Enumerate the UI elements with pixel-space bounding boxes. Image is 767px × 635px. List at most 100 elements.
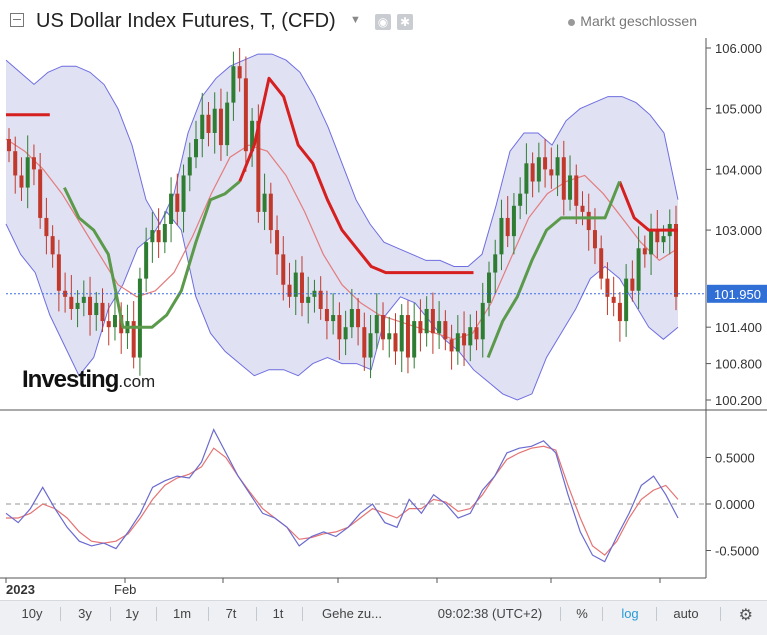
candle-body [530, 163, 535, 182]
price-tick-label: 100.800 [715, 357, 762, 372]
candle-body [455, 333, 460, 352]
price-tick-label: 104.000 [715, 162, 762, 177]
range-10y-button[interactable]: 10y [21, 606, 43, 621]
candle-body [486, 272, 491, 303]
bollinger-upper-line [5, 53, 679, 267]
candle-body [462, 333, 467, 346]
chevron-down-icon[interactable]: ▼ [350, 14, 361, 26]
candle-body [299, 272, 304, 303]
candle-body [88, 296, 93, 316]
oscillator-tick-label: 0.0000 [715, 497, 755, 512]
chart-area[interactable]: 101.950 106.000 105.000 104.000 103.000 101.4… [0, 0, 767, 600]
candle-body [674, 224, 678, 297]
range-1y-button[interactable]: 1y [125, 606, 139, 621]
candle-body [81, 296, 86, 303]
candle-body [468, 327, 473, 346]
gear-icon[interactable]: ✱ [397, 14, 413, 30]
candle-body [287, 284, 292, 297]
candle-body [374, 315, 379, 334]
candle-body [592, 230, 597, 249]
candle-body [218, 108, 223, 146]
candle-body [599, 248, 604, 279]
candle-body [505, 217, 510, 237]
auto-toggle[interactable]: auto [673, 606, 699, 621]
candle-body [381, 315, 386, 340]
candle-body [580, 205, 585, 212]
candle-body [356, 308, 361, 328]
clock-readout: 09:02:38 (UTC+2) [437, 606, 543, 621]
candle-body [437, 321, 442, 334]
candle-body [605, 278, 610, 297]
candle-body [281, 254, 286, 285]
candle-body [574, 175, 579, 206]
candle-body [56, 254, 61, 291]
market-status-label: Markt geschlossen [580, 13, 697, 29]
candle-body [399, 315, 404, 352]
candle-body [536, 157, 541, 182]
candle-body [50, 236, 55, 255]
supertrend-bull-line [486, 180, 621, 359]
candle-body [144, 242, 149, 279]
range-1m-button[interactable]: 1m [172, 606, 192, 621]
supertrend-bear-line [618, 180, 678, 232]
candle-body [162, 224, 167, 243]
candle-body [206, 114, 211, 133]
candle-body [649, 230, 654, 255]
candle-body [636, 248, 641, 291]
candle-body [25, 157, 30, 188]
candle-body [443, 321, 448, 340]
candle-body [318, 290, 323, 309]
range-1t-button[interactable]: 1t [272, 606, 284, 621]
candle-body [181, 175, 186, 212]
time-label-feb: Feb [114, 582, 136, 597]
candle-body [7, 139, 11, 152]
candle-body [331, 315, 336, 322]
candle-body [31, 157, 36, 170]
collapse-toggle[interactable] [10, 13, 24, 27]
candle-body [362, 327, 367, 358]
moving-average-line [5, 138, 679, 340]
eye-icon[interactable]: ◉ [375, 14, 391, 30]
candle-body [561, 157, 566, 200]
log-toggle[interactable]: log [621, 606, 639, 621]
candle-body [543, 157, 548, 170]
supertrend-bear-line [238, 76, 474, 275]
market-status: Markt geschlossen [568, 13, 697, 29]
candle-body [337, 315, 342, 340]
oscillator-slow-line [6, 445, 679, 556]
candle-body [112, 315, 117, 328]
candle-body [661, 236, 666, 243]
range-3y-button[interactable]: 3y [78, 606, 92, 621]
candle-body [243, 78, 248, 152]
oscillator-tick-label: 0.5000 [715, 451, 755, 466]
candle-body [187, 157, 192, 176]
candle-body [256, 120, 261, 212]
timeframe-toolbar: 10y 3y 1y 1m 7t 1t Gehe zu... 09:02:38 (… [0, 600, 767, 635]
investing-logo: Investing.com [22, 366, 155, 394]
candle-body [655, 230, 660, 243]
candle-body [212, 108, 217, 133]
candle-body [13, 151, 18, 176]
range-7t-button[interactable]: 7t [225, 606, 237, 621]
candle-body [480, 302, 485, 340]
candle-body [293, 272, 298, 297]
candle-body [225, 102, 230, 146]
candle-body [250, 120, 255, 152]
candle-body [106, 321, 111, 328]
oscillator-fast-line [5, 428, 679, 563]
candle-body [549, 169, 554, 176]
percent-toggle[interactable]: % [576, 606, 588, 621]
candle-body [237, 66, 242, 79]
price-tick-label: 103.000 [715, 223, 762, 238]
goto-date-button[interactable]: Gehe zu... [322, 606, 382, 621]
candle-body [393, 333, 398, 352]
candle-body [343, 327, 348, 340]
chart-title: US Dollar Index Futures, T, (CFD) [36, 10, 336, 32]
candle-body [324, 308, 329, 322]
candle-body [131, 321, 136, 358]
status-dot-icon [568, 18, 576, 26]
candle-body [44, 217, 49, 237]
time-label-2023: 2023 [6, 582, 35, 597]
settings-gear-icon[interactable]: ⚙ [738, 607, 753, 624]
candle-body [200, 114, 205, 140]
